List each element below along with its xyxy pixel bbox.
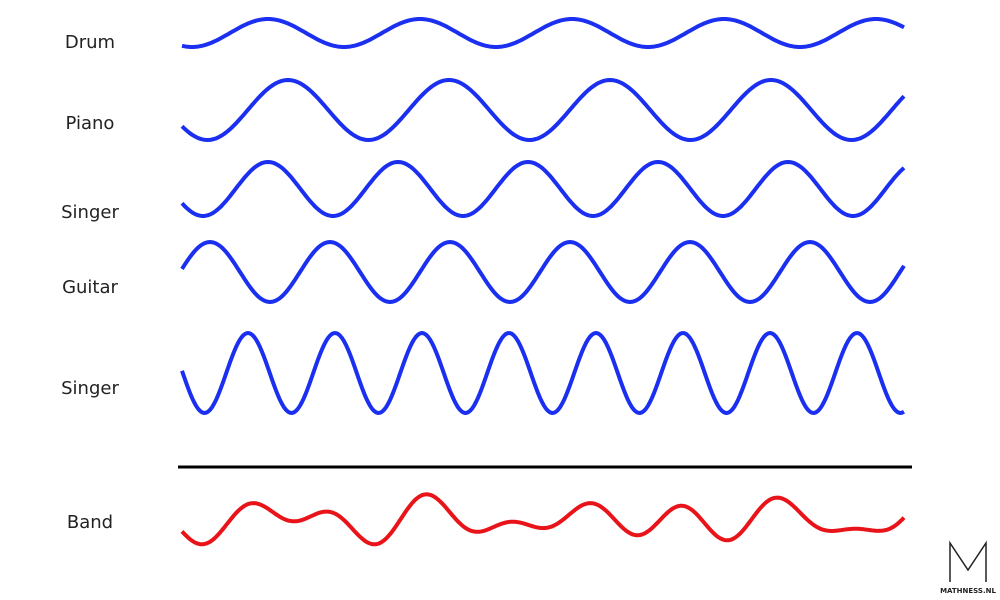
wave xyxy=(180,331,905,415)
wave-label: Singer xyxy=(61,202,119,223)
wave xyxy=(181,17,905,49)
sum-wave xyxy=(180,492,906,547)
logo: MATHNESS.NL xyxy=(940,540,996,595)
wave xyxy=(180,160,906,218)
wave-label: Drum xyxy=(65,32,115,53)
logo-text: MATHNESS.NL xyxy=(940,587,996,595)
wave-label: Piano xyxy=(66,113,115,134)
wave xyxy=(180,78,906,142)
waves xyxy=(180,17,906,547)
wave xyxy=(180,240,906,304)
wave-label: Singer xyxy=(61,378,119,399)
wave-label: Guitar xyxy=(62,277,118,298)
logo-mark xyxy=(949,540,987,582)
sum-label: Band xyxy=(67,512,113,533)
